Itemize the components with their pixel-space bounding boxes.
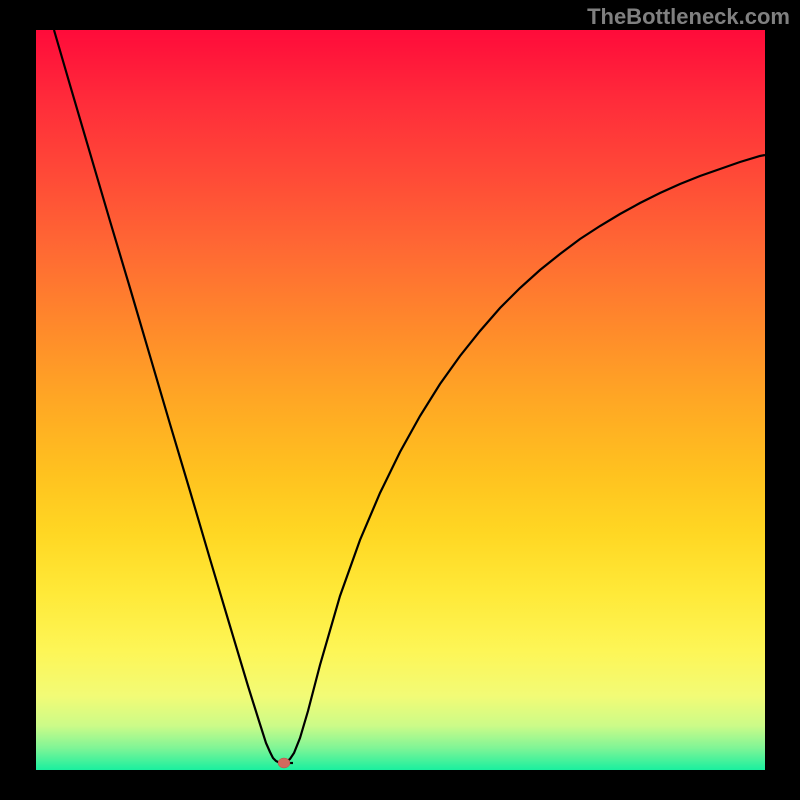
optimal-point-marker	[278, 758, 290, 768]
bottleneck-curve-chart	[0, 0, 800, 800]
plot-area	[36, 30, 765, 770]
watermark-text: TheBottleneck.com	[587, 4, 790, 30]
